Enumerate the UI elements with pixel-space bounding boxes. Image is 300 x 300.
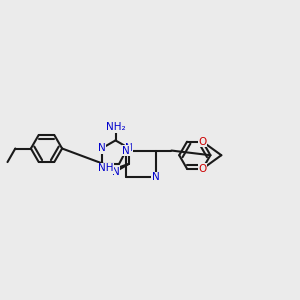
Text: NH: NH <box>98 164 113 173</box>
Text: N: N <box>152 172 160 182</box>
Text: O: O <box>199 137 207 147</box>
Text: N: N <box>98 143 106 153</box>
Text: NH₂: NH₂ <box>106 122 125 132</box>
Text: O: O <box>199 164 207 174</box>
Text: N: N <box>112 167 119 177</box>
Text: N: N <box>125 143 133 153</box>
Text: N: N <box>122 146 130 155</box>
